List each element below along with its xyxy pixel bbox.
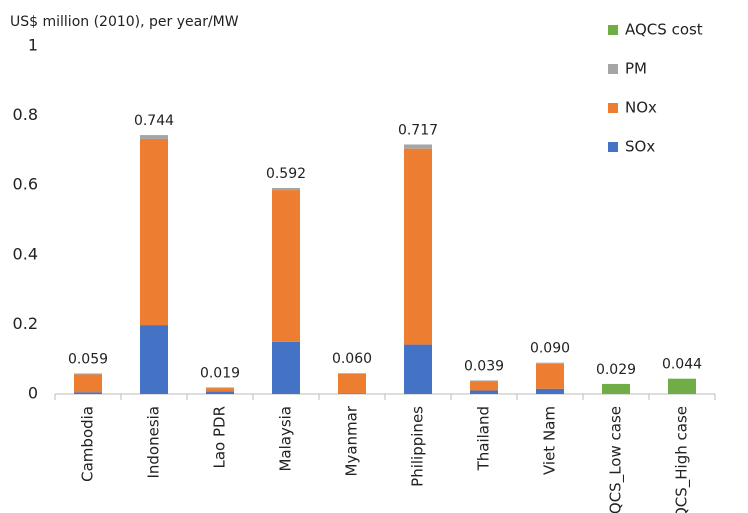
x-tick-label: Indonesia	[145, 406, 163, 479]
bar-segment	[140, 138, 168, 326]
x-tick-label: AQCS_High case	[673, 406, 692, 513]
bar-segment	[206, 388, 234, 392]
x-tick-label: Myanmar	[343, 405, 361, 476]
total-label: 0.060	[332, 351, 372, 367]
bar-segment	[470, 390, 498, 394]
legend-swatch	[608, 25, 618, 35]
total-label: 0.592	[266, 166, 306, 182]
y-tick-label: 0	[28, 384, 38, 403]
x-tick-label: Thailand	[475, 406, 493, 471]
total-label: 0.717	[398, 122, 438, 138]
y-tick-label: 0.6	[13, 175, 38, 194]
legend-swatch	[608, 103, 618, 113]
total-label: 0.029	[596, 362, 636, 378]
bar-segment	[470, 380, 498, 382]
bar-segment	[536, 363, 564, 389]
bar-segment	[74, 374, 102, 393]
y-tick-label: 0.8	[13, 105, 38, 124]
total-label: 0.044	[662, 357, 702, 373]
total-label: 0.744	[134, 113, 174, 129]
bar-segment	[206, 391, 234, 394]
bar-segment	[140, 135, 168, 139]
y-tick-label: 0.4	[13, 244, 38, 263]
bar-segment	[140, 325, 168, 394]
y-tick-label: 1	[28, 36, 38, 55]
x-tick-label: Lao PDR	[211, 406, 229, 469]
legend-swatch	[608, 64, 618, 74]
bar-segment	[206, 387, 234, 389]
x-tick-label: Malaysia	[277, 406, 295, 472]
bar-segment	[272, 187, 300, 191]
legend-label: AQCS cost	[625, 21, 703, 39]
legend-swatch	[608, 142, 618, 152]
bar-segment	[272, 190, 300, 342]
x-tick-label: AQCS_Low case	[607, 406, 626, 513]
bar-segment	[470, 381, 498, 391]
total-label: 0.039	[464, 358, 504, 374]
bar-segment	[404, 148, 432, 345]
bar-segment	[668, 378, 696, 394]
bar-segment	[338, 373, 366, 394]
total-label: 0.019	[200, 365, 240, 381]
bar-segment	[536, 362, 564, 364]
bar-segment	[404, 344, 432, 394]
bar-segment	[74, 373, 102, 375]
bar-segment	[272, 341, 300, 394]
x-tick-label: Viet Nam	[541, 406, 559, 475]
x-tick-label: Philippines	[409, 406, 427, 487]
bar-segment	[338, 393, 366, 394]
x-tick-label: Cambodia	[79, 406, 97, 482]
bar-segment	[338, 373, 366, 374]
bar-segment	[74, 392, 102, 394]
legend-label: PM	[625, 60, 647, 78]
y-axis-label: US$ million (2010), per year/MW	[10, 14, 239, 30]
bar-segment	[602, 383, 630, 394]
bar-segment	[536, 388, 564, 394]
y-tick-label: 0.2	[13, 314, 38, 333]
total-label: 0.090	[530, 341, 570, 357]
bar-segment	[404, 144, 432, 149]
total-label: 0.059	[68, 351, 108, 367]
legend-label: SOx	[625, 138, 655, 156]
legend-label: NOx	[625, 99, 657, 117]
